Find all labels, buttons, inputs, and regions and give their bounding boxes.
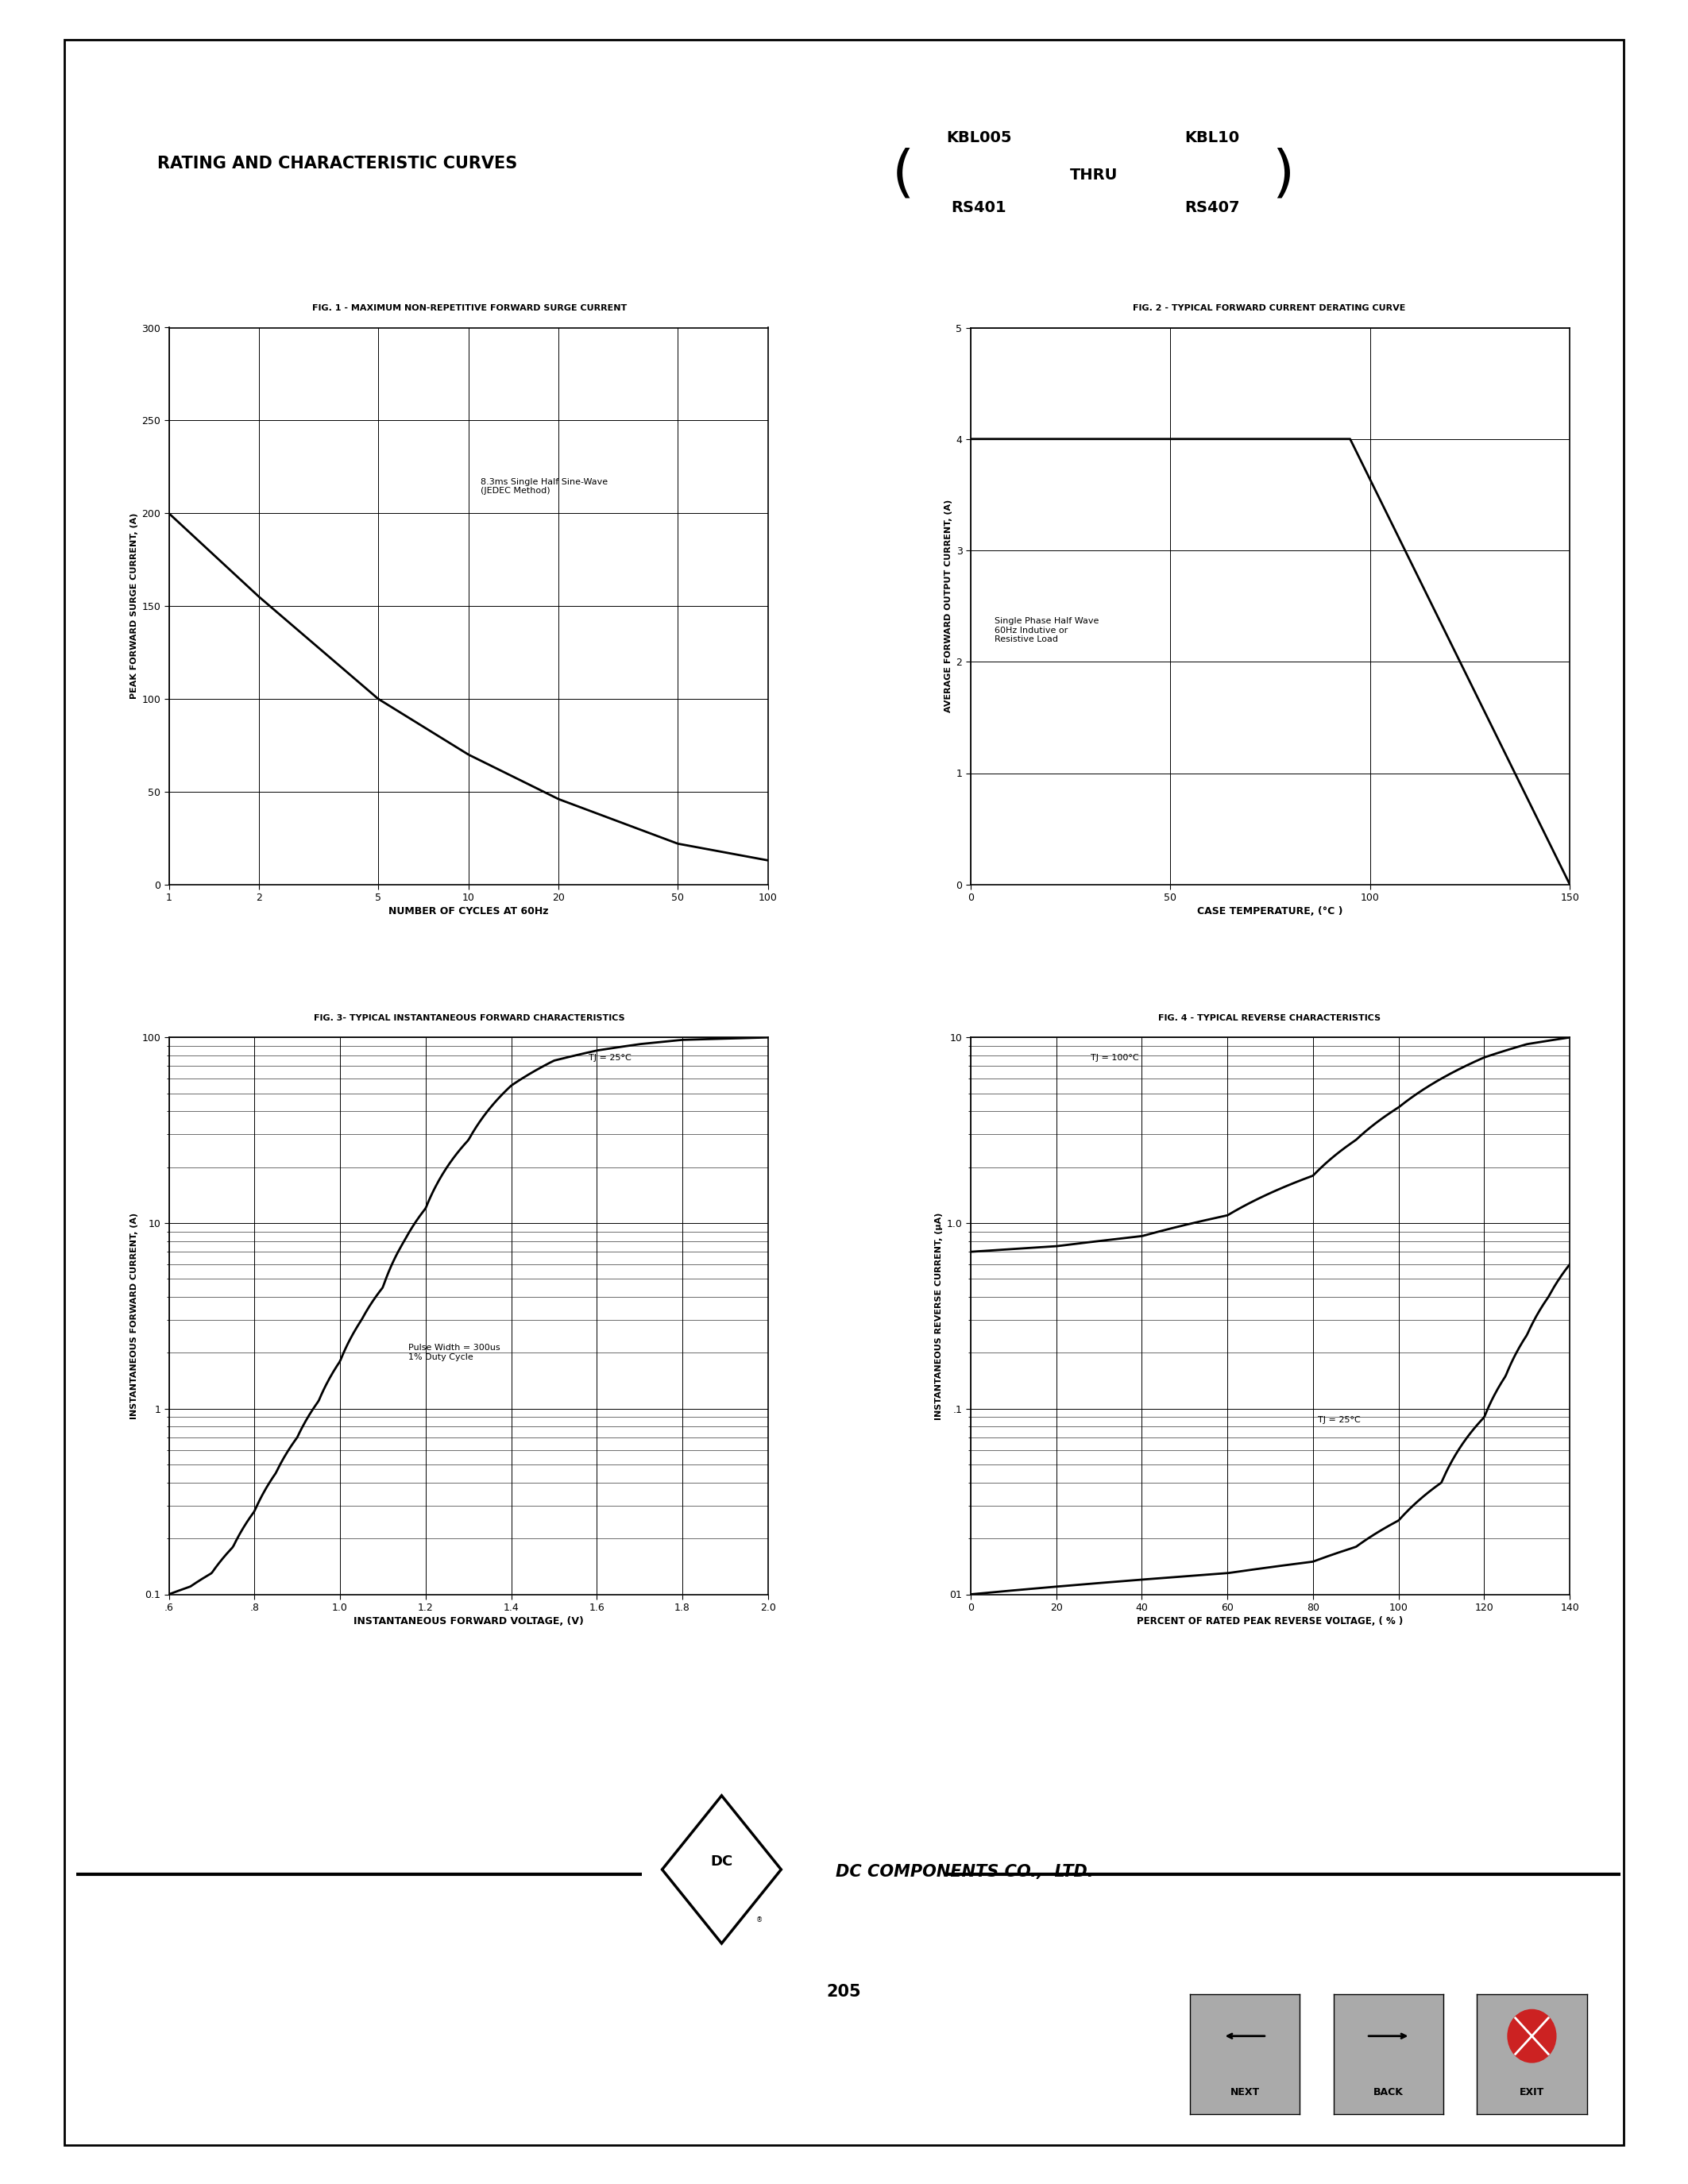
Text: EXIT: EXIT <box>1519 2088 1545 2097</box>
Text: 8.3ms Single Half Sine-Wave
(JEDEC Method): 8.3ms Single Half Sine-Wave (JEDEC Metho… <box>481 478 608 496</box>
Text: ®: ® <box>756 1915 763 1924</box>
Text: RATING AND CHARACTERISTIC CURVES: RATING AND CHARACTERISTIC CURVES <box>157 155 518 173</box>
Text: DC COMPONENTS CO.,  LTD.: DC COMPONENTS CO., LTD. <box>836 1863 1094 1880</box>
Text: BACK: BACK <box>1374 2088 1403 2097</box>
Text: Single Phase Half Wave
60Hz Indutive or
Resistive Load: Single Phase Half Wave 60Hz Indutive or … <box>994 618 1099 644</box>
Y-axis label: INSTANTANEOUS FORWARD CURRENT, (A): INSTANTANEOUS FORWARD CURRENT, (A) <box>130 1212 138 1420</box>
Text: ): ) <box>1271 146 1295 203</box>
Text: FIG. 3- TYPICAL INSTANTANEOUS FORWARD CHARACTERISTICS: FIG. 3- TYPICAL INSTANTANEOUS FORWARD CH… <box>314 1013 625 1022</box>
Circle shape <box>1507 2009 1556 2062</box>
Text: RS401: RS401 <box>952 201 1006 214</box>
Text: FIG. 2 - TYPICAL FORWARD CURRENT DERATING CURVE: FIG. 2 - TYPICAL FORWARD CURRENT DERATIN… <box>1133 304 1406 312</box>
X-axis label: PERCENT OF RATED PEAK REVERSE VOLTAGE, ( % ): PERCENT OF RATED PEAK REVERSE VOLTAGE, (… <box>1138 1616 1403 1627</box>
Text: RS407: RS407 <box>1185 201 1239 214</box>
Text: FIG. 4 - TYPICAL REVERSE CHARACTERISTICS: FIG. 4 - TYPICAL REVERSE CHARACTERISTICS <box>1158 1013 1381 1022</box>
X-axis label: NUMBER OF CYCLES AT 60Hz: NUMBER OF CYCLES AT 60Hz <box>388 906 549 917</box>
Text: Pulse Width = 300us
1% Duty Cycle: Pulse Width = 300us 1% Duty Cycle <box>408 1343 500 1361</box>
Text: DC: DC <box>711 1854 733 1870</box>
Text: FIG. 1 - MAXIMUM NON-REPETITIVE FORWARD SURGE CURRENT: FIG. 1 - MAXIMUM NON-REPETITIVE FORWARD … <box>312 304 626 312</box>
Text: (: ( <box>891 146 915 203</box>
Text: TJ = 25°C: TJ = 25°C <box>1318 1415 1361 1424</box>
Text: KBL10: KBL10 <box>1185 131 1239 144</box>
Text: NEXT: NEXT <box>1231 2088 1259 2097</box>
Text: THRU: THRU <box>1070 168 1117 181</box>
Y-axis label: AVERAGE FORWARD OUTPUT CURRENT, (A): AVERAGE FORWARD OUTPUT CURRENT, (A) <box>945 500 952 712</box>
Y-axis label: INSTANTANEOUS REVERSE CURRENT, (μA): INSTANTANEOUS REVERSE CURRENT, (μA) <box>935 1212 944 1420</box>
X-axis label: CASE TEMPERATURE, (°C ): CASE TEMPERATURE, (°C ) <box>1197 906 1344 917</box>
Polygon shape <box>662 1795 782 1944</box>
Text: TJ = 100°C: TJ = 100°C <box>1090 1055 1139 1061</box>
Text: TJ = 25°C: TJ = 25°C <box>587 1055 631 1061</box>
Text: 205: 205 <box>827 1983 861 2001</box>
Y-axis label: PEAK FORWARD SURGE CURRENT, (A): PEAK FORWARD SURGE CURRENT, (A) <box>130 513 138 699</box>
X-axis label: INSTANTANEOUS FORWARD VOLTAGE, (V): INSTANTANEOUS FORWARD VOLTAGE, (V) <box>353 1616 584 1627</box>
Text: KBL005: KBL005 <box>947 131 1011 144</box>
